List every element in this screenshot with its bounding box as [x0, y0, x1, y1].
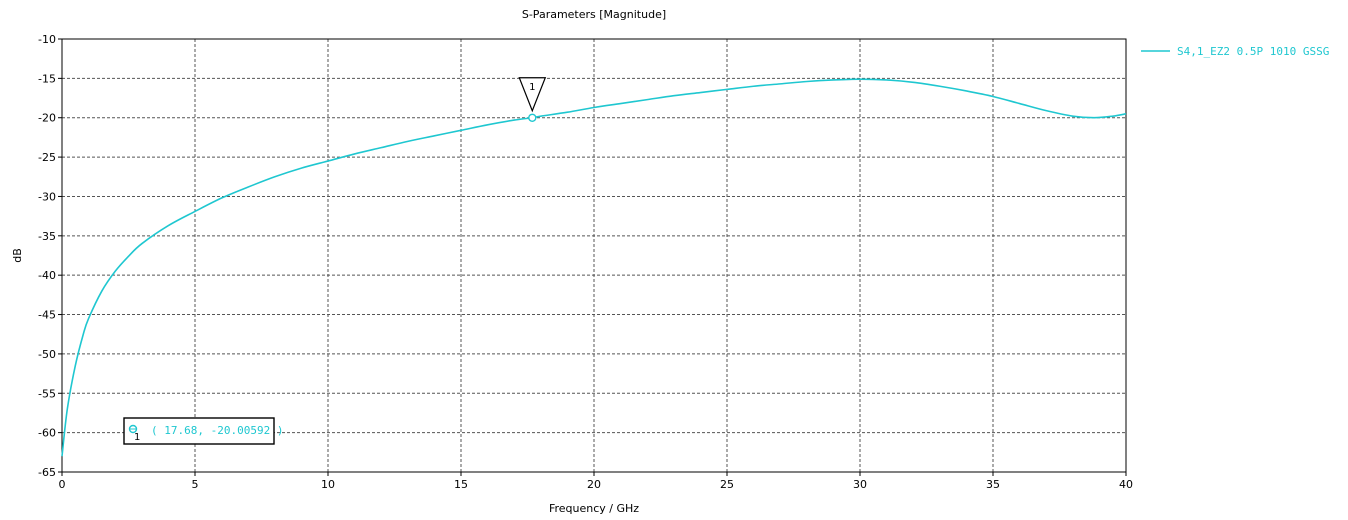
x-tick-label: 5: [192, 478, 199, 491]
y-tick-label: -20: [38, 112, 56, 125]
y-tick-label: -25: [38, 151, 56, 164]
y-tick-label: -45: [38, 309, 56, 322]
y-tick-label: -65: [38, 466, 56, 479]
x-tick-label: 10: [321, 478, 335, 491]
y-tick-label: -55: [38, 387, 56, 400]
y-tick-label: -35: [38, 230, 56, 243]
x-tick-label: 0: [59, 478, 66, 491]
y-tick-label: -40: [38, 269, 56, 282]
marker-readout-text: ( 17.68, -20.00592 ): [151, 424, 283, 437]
x-tick-label: 35: [986, 478, 1000, 491]
x-tick-label: 15: [454, 478, 468, 491]
legend-label[interactable]: S4,1_EZ2 0.5P 1010 GSSG: [1177, 45, 1329, 58]
y-axis-label: dB: [11, 248, 24, 263]
x-axis-label: Frequency / GHz: [549, 502, 639, 515]
y-tick-label: -60: [38, 427, 56, 440]
y-tick-label: -10: [38, 33, 56, 46]
y-tick-label: -15: [38, 72, 56, 85]
x-tick-label: 30: [853, 478, 867, 491]
x-tick-label: 20: [587, 478, 601, 491]
chart-title: S-Parameters [Magnitude]: [522, 8, 666, 21]
marker-point[interactable]: [528, 113, 537, 122]
x-tick-label: 25: [720, 478, 734, 491]
marker-readout-index: 1: [134, 432, 140, 443]
y-tick-label: -50: [38, 348, 56, 361]
x-tick-label: 40: [1119, 478, 1133, 491]
y-tick-label: -30: [38, 190, 56, 203]
marker-flag-label: 1: [529, 82, 535, 93]
marker-readout-box: [123, 417, 275, 445]
marker-flag-triangle[interactable]: [518, 77, 547, 113]
